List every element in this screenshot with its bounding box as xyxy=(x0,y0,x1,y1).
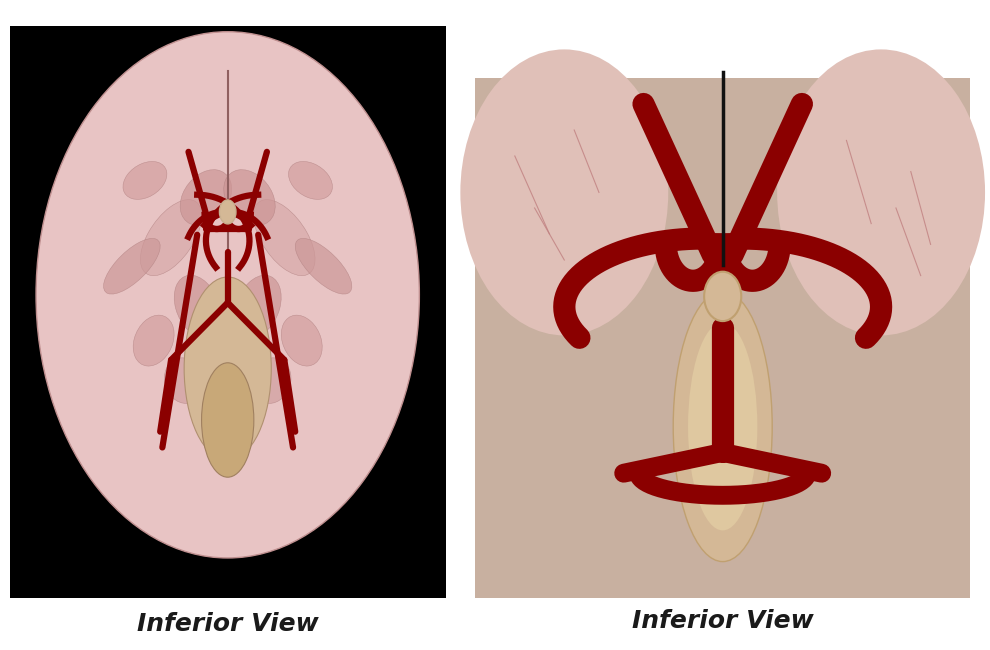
Ellipse shape xyxy=(224,170,275,226)
FancyBboxPatch shape xyxy=(10,26,446,598)
Ellipse shape xyxy=(123,161,167,200)
Ellipse shape xyxy=(688,322,757,530)
Text: Inferior View: Inferior View xyxy=(137,612,319,636)
Ellipse shape xyxy=(251,358,291,404)
Ellipse shape xyxy=(180,170,232,226)
Ellipse shape xyxy=(220,200,236,224)
Ellipse shape xyxy=(174,275,220,337)
Ellipse shape xyxy=(288,161,333,200)
Ellipse shape xyxy=(673,291,772,562)
Ellipse shape xyxy=(134,315,174,366)
Ellipse shape xyxy=(236,275,281,337)
FancyBboxPatch shape xyxy=(475,78,970,598)
Ellipse shape xyxy=(141,200,202,276)
Ellipse shape xyxy=(36,32,420,558)
Ellipse shape xyxy=(281,315,322,366)
Ellipse shape xyxy=(184,277,271,460)
Ellipse shape xyxy=(202,363,253,477)
Text: Inferior View: Inferior View xyxy=(632,609,814,632)
Ellipse shape xyxy=(253,200,315,276)
Ellipse shape xyxy=(777,49,985,335)
Ellipse shape xyxy=(295,239,351,294)
Ellipse shape xyxy=(460,49,668,335)
Ellipse shape xyxy=(164,358,204,404)
Ellipse shape xyxy=(704,272,742,321)
Ellipse shape xyxy=(104,239,160,294)
